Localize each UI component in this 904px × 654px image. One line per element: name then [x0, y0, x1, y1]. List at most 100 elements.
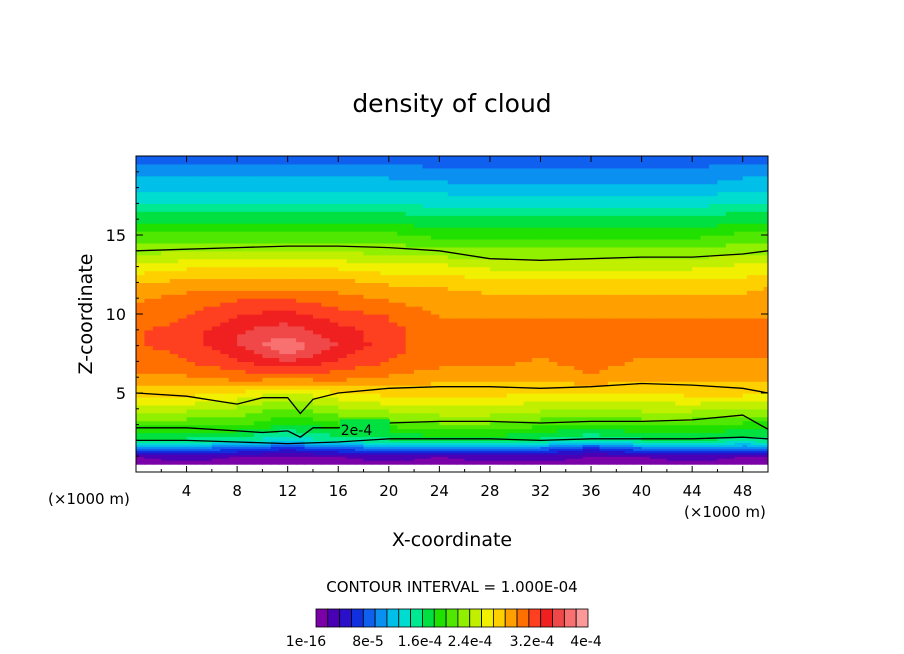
heat-cell — [481, 412, 491, 418]
heat-cell — [515, 361, 525, 366]
heat-cell — [755, 448, 761, 451]
heat-cell — [742, 416, 748, 422]
heat-cell — [742, 448, 748, 451]
heat-cell — [746, 235, 752, 240]
heat-cell — [633, 396, 643, 402]
heat-cell — [755, 432, 761, 438]
heat-cell — [414, 357, 424, 362]
heat-cell — [447, 258, 457, 264]
heat-cell — [763, 274, 768, 280]
heat-cell — [515, 262, 525, 268]
heat-cell — [329, 442, 339, 445]
heat-cell — [363, 298, 373, 303]
heat-cell — [759, 400, 765, 406]
heat-cell — [439, 325, 449, 331]
heat-cell — [548, 400, 558, 406]
heat-cell — [742, 440, 748, 443]
heat-cell — [641, 396, 651, 402]
heat-cell — [591, 274, 601, 280]
heat-cell — [338, 416, 348, 422]
heat-cell — [144, 448, 154, 451]
heat-cell — [405, 266, 415, 272]
heat-cell — [144, 369, 154, 374]
heat-cell — [194, 258, 205, 264]
heat-cell — [194, 274, 205, 280]
heat-cell — [312, 460, 322, 463]
heat-cell — [540, 373, 550, 378]
heat-cell — [220, 361, 230, 366]
heat-cell — [675, 365, 685, 370]
heat-cell — [666, 270, 676, 276]
heat-cell — [675, 325, 685, 331]
heat-cell — [287, 460, 297, 463]
heat-cell — [557, 254, 567, 260]
heat-cell — [296, 381, 306, 386]
heat-cell — [675, 432, 685, 438]
heat-cell — [237, 266, 247, 272]
heat-cell — [237, 306, 247, 311]
heat-cell — [658, 306, 668, 311]
heat-cell — [658, 450, 668, 453]
heat-cell — [136, 442, 146, 445]
heat-cell — [751, 440, 756, 443]
heat-cell — [700, 349, 710, 355]
heat-cell — [734, 317, 744, 323]
heat-cell — [574, 298, 584, 303]
heat-cell — [523, 298, 533, 303]
heat-cell — [338, 452, 348, 455]
heat-cell — [763, 325, 768, 331]
heat-cell — [304, 396, 314, 402]
heat-cell — [211, 408, 221, 414]
heat-cell — [481, 385, 491, 390]
heat-cell — [245, 448, 255, 451]
heat-cell — [355, 369, 365, 374]
heat-cell — [464, 452, 474, 455]
heat-cell — [763, 337, 768, 343]
heat-cell — [557, 357, 567, 362]
heat-cell — [355, 440, 365, 443]
heat-cell — [211, 345, 221, 351]
heat-cell — [725, 333, 735, 339]
heat-cell — [228, 282, 238, 287]
heat-cell — [742, 420, 748, 426]
heat-cell — [178, 325, 188, 331]
heat-cell — [186, 325, 196, 331]
heat-cell — [650, 408, 660, 414]
heat-cell — [338, 454, 348, 457]
heat-cell — [439, 341, 449, 347]
heat-cell — [641, 235, 651, 240]
heat-cell — [371, 341, 381, 347]
heat-cell — [237, 286, 247, 291]
heat-cell — [211, 314, 221, 319]
heat-cell — [532, 349, 542, 355]
heat-cell — [304, 440, 314, 443]
heat-cell — [456, 446, 466, 449]
heat-cell — [220, 302, 230, 307]
heat-cell — [186, 458, 196, 461]
heat-cell — [540, 436, 550, 441]
heat-cell — [709, 442, 719, 445]
heat-cell — [481, 454, 491, 457]
heat-cell — [616, 408, 626, 414]
heat-cell — [237, 278, 247, 283]
heat-cell — [228, 337, 238, 343]
heat-cell — [565, 450, 575, 453]
heat-cell — [481, 294, 491, 299]
heat-cell — [405, 345, 415, 351]
heat-cell — [751, 448, 756, 451]
heat-cell — [633, 454, 643, 457]
heat-cell — [464, 254, 474, 260]
heat-cell — [506, 235, 516, 240]
heat-cell — [178, 337, 188, 343]
heat-cell — [650, 424, 660, 430]
heat-cell — [211, 274, 221, 280]
heat-cell — [296, 294, 306, 299]
heat-cell — [136, 424, 146, 430]
heat-cell — [641, 440, 651, 443]
heat-cell — [591, 341, 601, 347]
heat-cell — [194, 424, 205, 430]
heat-cell — [380, 396, 390, 402]
heat-cell — [683, 317, 693, 323]
heat-cell — [397, 282, 407, 287]
heat-cell — [717, 444, 727, 447]
